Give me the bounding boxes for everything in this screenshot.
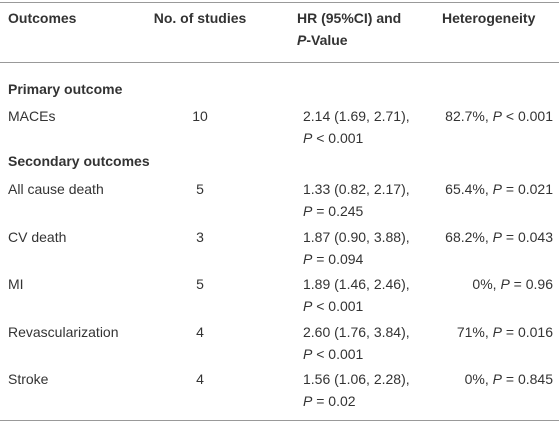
p-value: = 0.021 xyxy=(505,181,553,197)
outcome: CV death xyxy=(8,228,67,245)
hr-p: P = 0.245 xyxy=(303,200,363,222)
section-title: Primary outcome xyxy=(8,81,123,97)
outcome: Stroke xyxy=(8,371,49,387)
heterogeneity-lead: 71%, xyxy=(456,323,489,340)
p-symbol: P xyxy=(500,276,510,292)
heterogeneity: 65.4%, P = 0.021 xyxy=(445,178,553,200)
p-value: = 0.094 xyxy=(316,250,364,267)
bottom-rule xyxy=(0,420,559,421)
heterogeneity-lead: 0%, xyxy=(472,276,497,292)
outcome: MI xyxy=(8,276,24,292)
header-hr: HR (95%CI) and xyxy=(297,10,402,26)
outcome: All cause death xyxy=(8,181,104,197)
outcome: Revascularization xyxy=(8,323,119,340)
heterogeneity: 71%, P = 0.016 xyxy=(457,321,553,343)
p-value: < 0.001 xyxy=(316,298,364,314)
top-rule xyxy=(0,2,559,3)
p-value: = 0.845 xyxy=(505,371,553,387)
header-hr-p: P-Value xyxy=(297,29,348,51)
p-value: = 0.043 xyxy=(505,228,553,245)
header-hr-suffix: -Value xyxy=(306,32,348,48)
hr-p: P < 0.001 xyxy=(303,295,363,317)
hr-ci: 1.56 (1.06, 2.28), xyxy=(303,371,410,387)
hr-ci: 2.14 (1.69, 2.71), xyxy=(303,108,410,124)
heterogeneity-lead: 65.4%, xyxy=(445,181,489,197)
p-symbol: P xyxy=(492,228,502,245)
header-studies: No. of studies xyxy=(153,10,247,26)
hr-p: P < 0.001 xyxy=(303,127,363,149)
hr-ci: 1.87 (0.90, 3.88), xyxy=(303,228,410,245)
heterogeneity: 0%, P = 0.96 xyxy=(472,273,553,295)
p-symbol: P xyxy=(303,250,313,267)
heterogeneity: 68.2%, P = 0.043 xyxy=(445,226,553,248)
p-value: < 0.001 xyxy=(316,345,364,362)
p-symbol: P xyxy=(303,130,313,146)
header-heterogeneity: Heterogeneity xyxy=(442,10,536,26)
hr-p: P = 0.02 xyxy=(303,390,356,412)
p-symbol: P xyxy=(303,203,313,219)
p-value: = 0.96 xyxy=(513,276,553,292)
p-value: < 0.001 xyxy=(505,108,553,124)
header-rule xyxy=(0,62,559,63)
p-value: = 0.016 xyxy=(505,323,553,340)
p-symbol: P xyxy=(297,32,307,48)
hr-p: P < 0.001 xyxy=(303,343,363,365)
p-symbol: P xyxy=(492,108,502,124)
studies: 5 xyxy=(196,276,204,292)
p-symbol: P xyxy=(492,181,502,197)
studies: 3 xyxy=(196,228,204,245)
section-title: Secondary outcomes xyxy=(8,153,150,169)
studies: 4 xyxy=(196,371,204,387)
hr-ci: 1.33 (0.82, 2.17), xyxy=(303,181,410,197)
p-value: < 0.001 xyxy=(316,130,364,146)
p-symbol: P xyxy=(303,393,313,409)
p-symbol: P xyxy=(492,323,502,340)
outcome: MACEs xyxy=(8,108,56,124)
p-value: = 0.02 xyxy=(316,393,356,409)
studies: 4 xyxy=(196,323,204,340)
hr-ci: 2.60 (1.76, 3.84), xyxy=(303,323,410,340)
hr-ci: 1.89 (1.46, 2.46), xyxy=(303,276,410,292)
p-symbol: P xyxy=(492,371,502,387)
header-outcomes: Outcomes xyxy=(8,10,77,26)
heterogeneity-lead: 82.7%, xyxy=(445,108,489,124)
p-value: = 0.245 xyxy=(316,203,364,219)
heterogeneity: 0%, P = 0.845 xyxy=(465,368,553,390)
p-symbol: P xyxy=(303,298,313,314)
heterogeneity-lead: 0%, xyxy=(464,371,489,387)
studies: 5 xyxy=(196,181,204,197)
studies: 10 xyxy=(192,108,208,124)
hr-p: P = 0.094 xyxy=(303,248,363,270)
heterogeneity-lead: 68.2%, xyxy=(445,228,489,245)
p-symbol: P xyxy=(303,345,313,362)
heterogeneity: 82.7%, P < 0.001 xyxy=(445,105,553,127)
